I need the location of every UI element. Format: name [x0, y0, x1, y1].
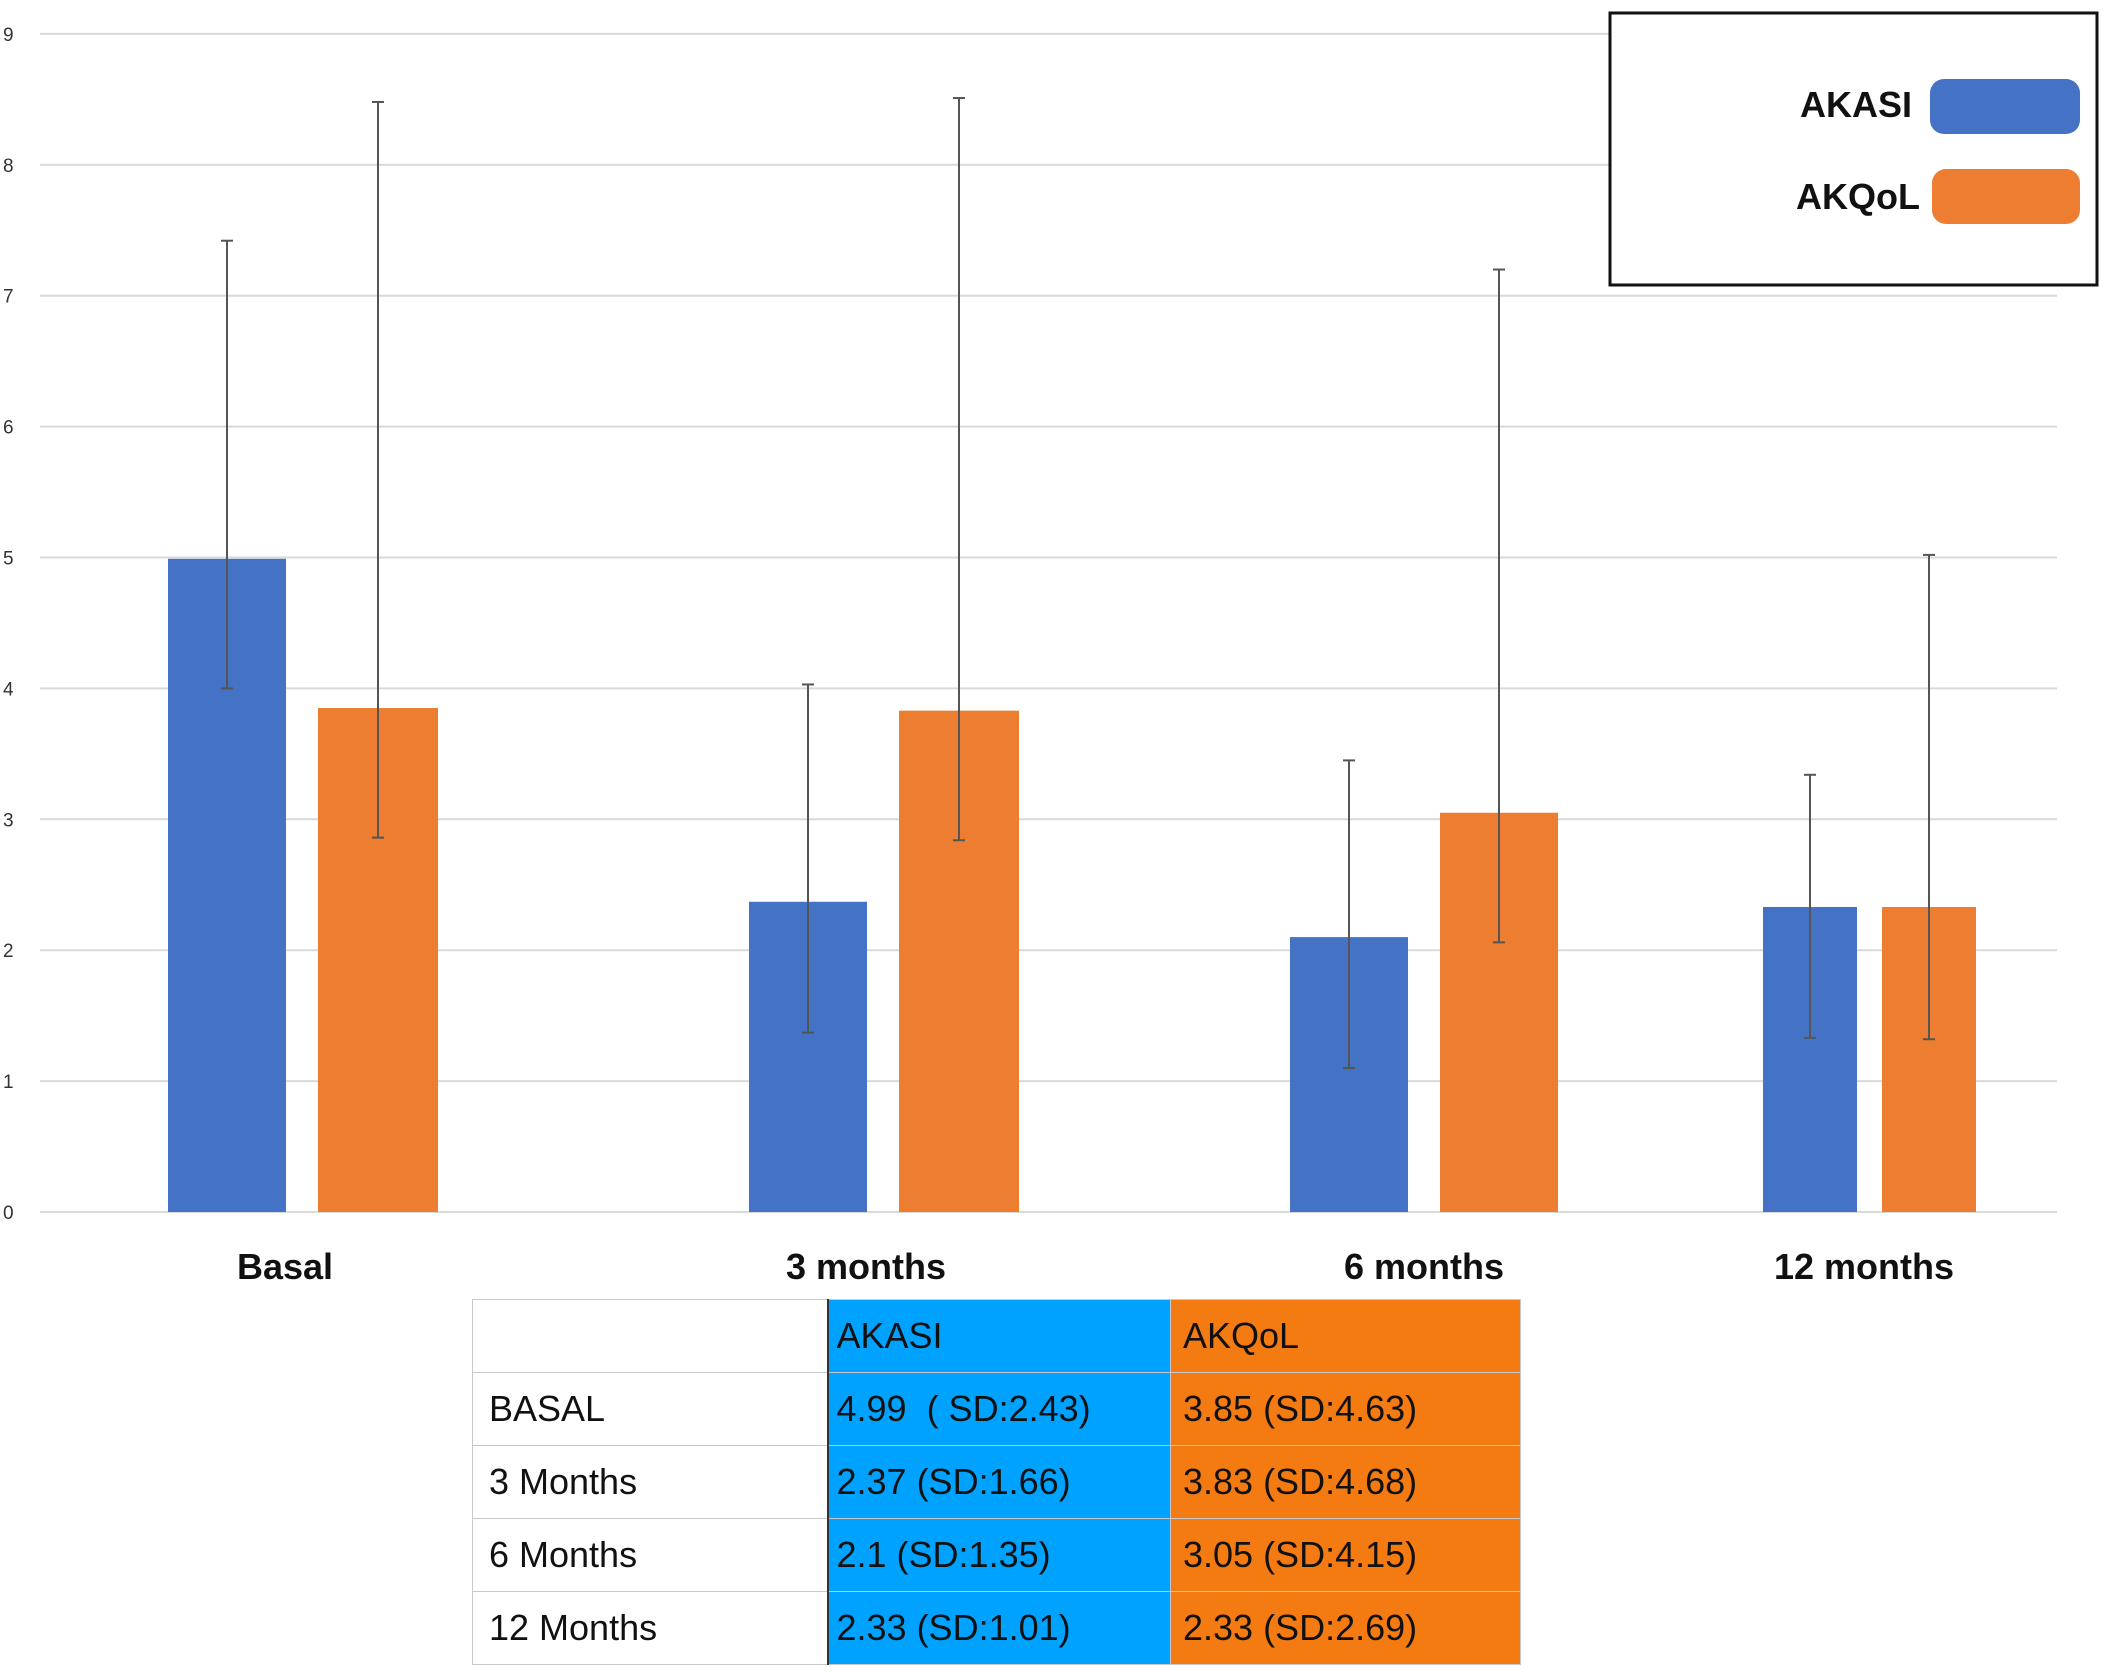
- y-tick-label: 4: [3, 679, 14, 700]
- table-cell: BASAL: [472, 1372, 828, 1446]
- table-cell: 2.1 (SD:1.35): [826, 1518, 1171, 1592]
- legend-swatch-akqol: [1932, 169, 2080, 224]
- y-tick-label: 3: [3, 810, 14, 831]
- legend-swatch-akasi: [1930, 79, 2080, 134]
- table-row: 6 Months 2.1 (SD:1.35) 3.05 (SD:4.15): [472, 1518, 1521, 1592]
- table-row: 12 Months 2.33 (SD:1.01) 2.33 (SD:2.69): [472, 1591, 1521, 1665]
- y-tick-label: 8: [3, 156, 14, 177]
- y-tick-label: 9: [3, 25, 14, 46]
- table-header-cell: AKQoL: [1170, 1299, 1521, 1373]
- y-tick-label: 0: [3, 1203, 14, 1224]
- error-bars: [221, 97, 1935, 1070]
- x-tick-label: 12 months: [1774, 1246, 1954, 1287]
- table-cell: 6 Months: [472, 1518, 828, 1592]
- table-cell: 2.33 (SD:2.69): [1170, 1591, 1521, 1665]
- table-header-row: AKASI AKQoL: [472, 1299, 1521, 1373]
- y-tick-label: 1: [3, 1072, 14, 1093]
- x-tick-label: Basal: [237, 1246, 333, 1287]
- table-cell: 12 Months: [472, 1591, 828, 1665]
- legend: AKASI AKQoL: [1608, 11, 2099, 287]
- x-axis-labels: Basal 3 months 6 months 12 months: [237, 1246, 1954, 1287]
- table-cell: 2.33 (SD:1.01): [826, 1591, 1171, 1665]
- table-cell: 3.85 (SD:4.63): [1170, 1372, 1521, 1446]
- y-tick-label: 6: [3, 418, 14, 439]
- y-tick-label: 7: [3, 287, 14, 308]
- table-cell: 3 Months: [472, 1445, 828, 1519]
- table-cell: 3.83 (SD:4.68): [1170, 1445, 1521, 1519]
- legend-box: [1608, 11, 2099, 287]
- x-tick-label: 3 months: [786, 1246, 946, 1287]
- y-tick-label: 2: [3, 941, 14, 962]
- table-header-cell: [472, 1299, 828, 1373]
- table-cell: 2.37 (SD:1.66): [826, 1445, 1171, 1519]
- table-cell: 4.99 ( SD:2.43): [826, 1372, 1171, 1446]
- table-cell: 3.05 (SD:4.15): [1170, 1518, 1521, 1592]
- table-row: 3 Months 2.37 (SD:1.66) 3.83 (SD:4.68): [472, 1445, 1521, 1519]
- y-axis-ticks: 0 1 2 3 4 5 6 7 8 9: [3, 25, 14, 1224]
- x-tick-label: 6 months: [1344, 1246, 1504, 1287]
- bar-chart: 0 1 2 3 4 5 6 7 8 9 Basal 3 months 6 months 12 month…: [3, 11, 2099, 1287]
- legend-label-akqol: AKQoL: [1796, 176, 1920, 217]
- table-header-cell: AKASI: [826, 1299, 1171, 1373]
- table-row: BASAL 4.99 ( SD:2.43) 3.85 (SD:4.63): [472, 1372, 1521, 1446]
- summary-table: AKASI AKQoL BASAL 4.99 ( SD:2.43) 3.85 (…: [472, 1299, 1521, 1665]
- bars: [168, 558, 1976, 1212]
- y-tick-label: 5: [3, 549, 14, 570]
- legend-label-akasi: AKASI: [1800, 84, 1912, 125]
